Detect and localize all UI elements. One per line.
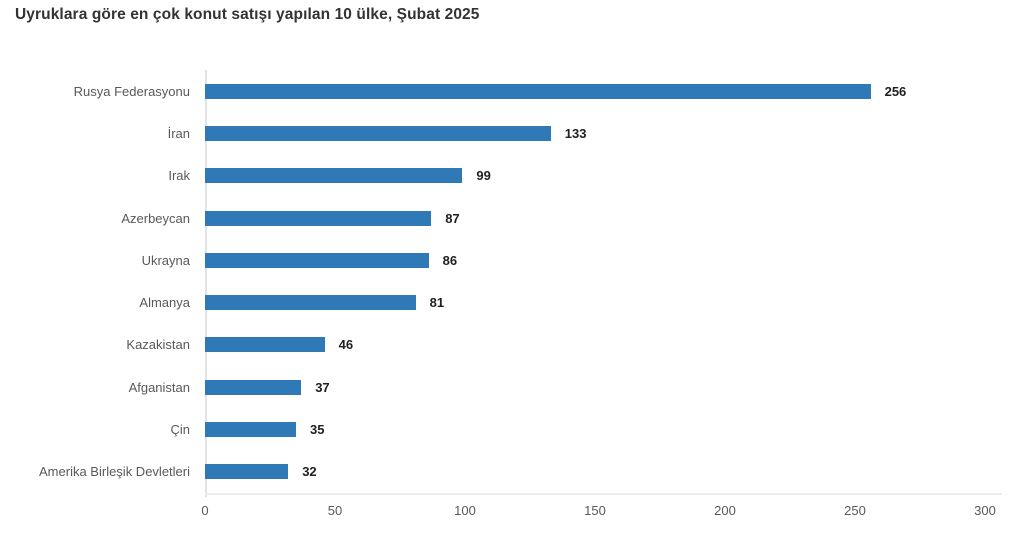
chart-title: Uyruklara göre en çok konut satışı yapıl… xyxy=(15,6,480,23)
value-label: 87 xyxy=(445,210,460,226)
category-label: Rusya Federasyonu xyxy=(73,83,190,99)
bar-row: Rusya Federasyonu 256 xyxy=(0,70,1024,112)
value-label: 256 xyxy=(884,83,907,99)
value-label: 133 xyxy=(564,125,587,141)
bar xyxy=(205,379,302,395)
x-axis-line xyxy=(205,493,1002,495)
category-label: İran xyxy=(167,125,190,141)
y-axis-line xyxy=(205,70,207,497)
x-tick-label: 300 xyxy=(974,503,996,518)
bar xyxy=(205,464,289,480)
x-axis-ticks: 0 50 100 150 200 250 300 xyxy=(0,503,1024,525)
category-label: Afganistan xyxy=(128,379,190,395)
bar-row: Çin 35 xyxy=(0,408,1024,450)
bar xyxy=(205,337,325,353)
x-tick-label: 100 xyxy=(454,503,476,518)
bar xyxy=(205,125,551,141)
bar xyxy=(205,295,416,311)
bar xyxy=(205,83,871,99)
bar xyxy=(205,422,296,438)
value-label: 37 xyxy=(315,379,330,395)
category-label: Irak xyxy=(168,168,190,184)
bar-row: Almanya 81 xyxy=(0,281,1024,323)
bar xyxy=(205,252,429,268)
x-tick-label: 150 xyxy=(584,503,606,518)
bar-row: Ukrayna 86 xyxy=(0,239,1024,281)
bar-row: Irak 99 xyxy=(0,155,1024,197)
bar-rows: Rusya Federasyonu 256 İran 133 Irak 99 Azerbey… xyxy=(0,70,1024,493)
bar xyxy=(205,168,463,184)
category-label: Ukrayna xyxy=(141,252,190,268)
bar-row: Afganistan 37 xyxy=(0,366,1024,408)
value-label: 81 xyxy=(429,295,445,311)
value-label: 46 xyxy=(338,337,354,353)
value-label: 32 xyxy=(302,464,317,480)
category-label: Kazakistan xyxy=(126,337,190,353)
x-tick-label: 200 xyxy=(714,503,736,518)
plot-area: Rusya Federasyonu 256 İran 133 Irak 99 Azerbey… xyxy=(0,70,1024,518)
x-tick-label: 250 xyxy=(844,503,866,518)
bar xyxy=(205,210,432,226)
bar-row: İran 133 xyxy=(0,112,1024,154)
category-label: Amerika Birleşik Devletleri xyxy=(39,464,190,480)
x-tick-label: 50 xyxy=(327,503,343,518)
bar-row: Azerbeycan 87 xyxy=(0,197,1024,239)
value-label: 99 xyxy=(476,168,491,184)
category-label: Çin xyxy=(170,422,190,438)
value-label: 35 xyxy=(310,422,325,438)
bar-row: Amerika Birleşik Devletleri 32 xyxy=(0,451,1024,493)
bar-row: Kazakistan 46 xyxy=(0,324,1024,366)
category-label: Almanya xyxy=(139,295,190,311)
x-tick-label: 0 xyxy=(201,503,209,518)
category-label: Azerbeycan xyxy=(121,210,190,226)
value-label: 86 xyxy=(442,252,458,268)
